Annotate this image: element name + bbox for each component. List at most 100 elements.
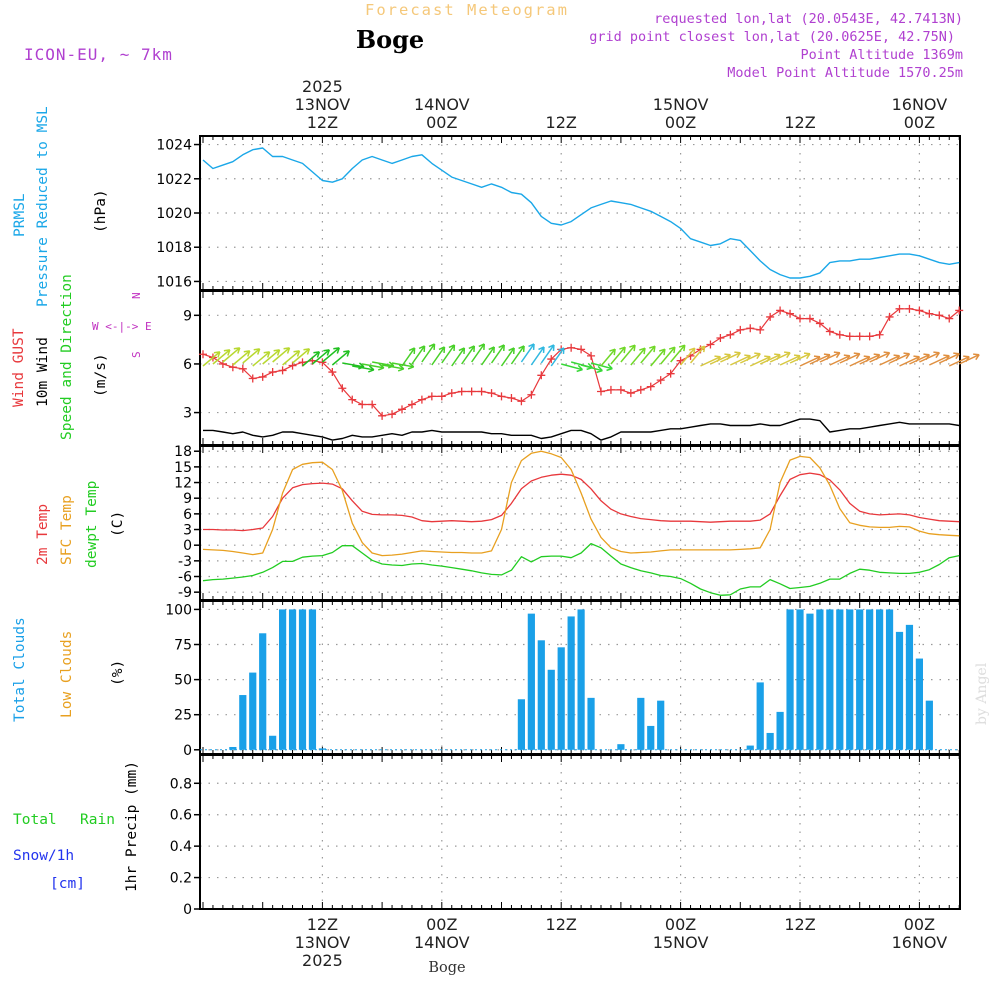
wind-direction-arrow: [620, 344, 636, 363]
top-axis-hour-0: 12Z: [307, 113, 338, 132]
wind-arrow-head: [953, 352, 960, 360]
wind-arrow-head: [428, 343, 436, 351]
top-axis-date-0: 13NOV: [295, 95, 351, 114]
wind-arrow-head: [458, 347, 466, 355]
top-axis-date-1: 14NOV: [414, 95, 470, 114]
gust-marker: [945, 314, 954, 323]
gust-marker: [915, 306, 924, 315]
bottom-axis-date-3: 15NOV: [653, 933, 709, 952]
gust-marker: [238, 364, 247, 373]
wind-direction-arrow: [331, 350, 350, 366]
wind-direction-arrow: [490, 344, 505, 364]
cloud-bar-8: [279, 609, 287, 750]
panel-clouds: 0 25 50 75 100: [165, 600, 961, 759]
gust-marker: [875, 330, 884, 339]
precipitation-frame: [199, 754, 961, 910]
cloud-bar-12: [318, 748, 326, 750]
wind-direction-arrow: [630, 347, 646, 366]
gust-marker: [865, 332, 874, 341]
wind-arrow-head: [488, 346, 495, 354]
meteogram-title: Forecast Meteogram: [365, 1, 569, 19]
cloud-bar-32: [517, 699, 525, 750]
wind-direction-arrow: [272, 347, 290, 363]
wind-direction-arrow: [242, 348, 261, 364]
prmsl-line: [202, 147, 960, 279]
wind-arrow-head: [303, 348, 311, 355]
wind-direction-arrow: [540, 344, 555, 364]
temp-dewpt-label: dewpt Temp: [84, 481, 100, 568]
cloud-bar-42: [617, 744, 625, 750]
wind-direction-arrow: [730, 355, 751, 366]
gust-marker: [567, 343, 576, 352]
panel-wind: 3 6 9: [183, 290, 980, 446]
gust-marker: [616, 385, 625, 394]
temperature-ytick-label-0: 18: [174, 444, 192, 460]
temperature-ytick-label-6: 0: [183, 538, 192, 554]
wind-direction-arrow: [530, 346, 545, 366]
wind-direction-arrow: [640, 345, 656, 364]
cloud-bar-5: [249, 672, 257, 750]
wind-direction-arrow: [779, 355, 801, 366]
gust-marker: [437, 392, 446, 401]
wind-direction-arrow: [580, 364, 603, 372]
wind-direction-arrow: [550, 347, 565, 367]
gust-marker: [537, 371, 546, 380]
wind-direction-arrow: [441, 344, 456, 364]
temperature-ytick-label-3: 9: [183, 491, 192, 507]
wind-arrow-head: [973, 353, 980, 361]
wind-direction-arrow: [789, 353, 811, 364]
cloud-bar-73: [925, 700, 933, 750]
wind-arrow-head: [548, 344, 555, 352]
wind-direction-arrow: [720, 352, 741, 363]
bottom-axis-date-0: 13NOV: [295, 933, 351, 952]
wind-arrow-head: [397, 364, 405, 372]
top-axis-year-0: 2025: [302, 77, 343, 96]
wind-direction-arrow: [292, 348, 310, 364]
panel-pressure: 1016 1018 1020 1022 1024: [156, 135, 961, 291]
gust-marker: [636, 385, 645, 394]
gust-marker: [517, 397, 526, 406]
wind-direction-arrow: [451, 347, 465, 367]
wind-arrow-head: [853, 352, 861, 360]
cloud-bar-39: [587, 697, 595, 750]
model-altitude: Model Point Altitude 1570.25m: [727, 65, 963, 81]
wind-direction-arrow: [769, 352, 791, 363]
temp-sfc-line: [202, 450, 960, 557]
pressure-msl-label: Pressure Reduced to MSL: [35, 106, 51, 307]
top-axis-hour-4: 12Z: [784, 113, 815, 132]
gust-marker: [905, 304, 914, 313]
wind-arrow-head: [333, 347, 340, 354]
wind-direction-arrow: [849, 356, 871, 367]
gust-marker: [318, 358, 327, 367]
precipitation-ytick-label-3: 0.6: [170, 808, 192, 824]
wind-direction-arrow: [879, 355, 900, 366]
wind-direction-arrow: [909, 354, 930, 365]
gust-marker: [726, 330, 735, 339]
wind-direction-arrow: [372, 361, 394, 367]
gust-marker: [388, 410, 397, 419]
clouds-ytick-label-3: 75: [174, 638, 192, 654]
wind-10m-line: [203, 418, 960, 441]
wind-arrow-head: [368, 365, 375, 373]
wind-direction-arrow: [471, 343, 485, 363]
temp-sfc-label: SFC Temp: [59, 495, 75, 565]
wind-arrow-head: [754, 352, 761, 360]
cloud-bar-71: [905, 624, 914, 750]
gust-marker: [368, 400, 377, 409]
gust-marker: [577, 345, 586, 354]
cloud-bar-68: [876, 609, 884, 750]
gust-marker: [736, 325, 745, 334]
precipitation-ytick-label-4: 0.8: [170, 776, 192, 792]
gust-marker: [786, 309, 795, 318]
wind-arrow-head: [619, 346, 626, 354]
gust-marker: [706, 340, 715, 349]
gust-marker: [895, 304, 904, 313]
precipitation-ytick-label-0: 0: [183, 902, 192, 918]
temperature-ytick-label-1: 15: [174, 460, 192, 476]
wind-direction-arrow: [500, 347, 515, 367]
point-altitude: Point Altitude 1369m: [800, 47, 963, 63]
wind-arrow-head: [243, 350, 251, 357]
wind-arrow-head: [253, 348, 261, 355]
